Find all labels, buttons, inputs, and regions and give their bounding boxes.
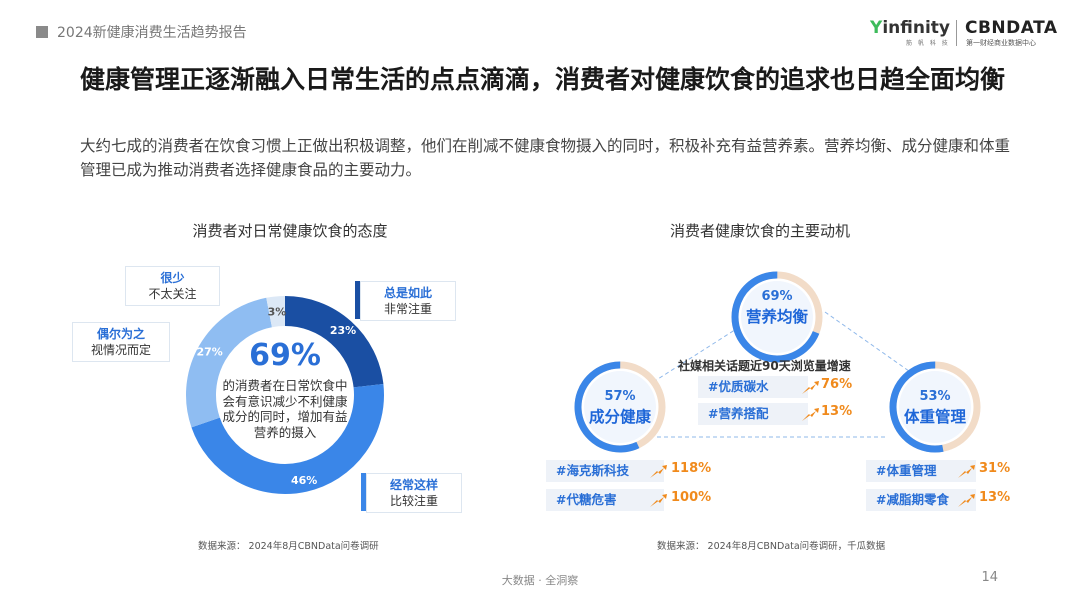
callout-always: 总是如此 非常注重 [360,281,456,321]
topic-tag: #海克斯科技 [546,460,664,482]
callout-title: 总是如此 [383,286,432,300]
motivation-diagram [574,271,981,453]
cbndata-logo-sub: 第一财经商业数据中心 [966,39,1036,47]
infinity-logo-mark: Y [870,18,883,38]
attitude-donut-chart: 23% 46% 27% 3% [186,296,384,494]
callout-desc: 视情况而定 [90,343,151,357]
callout-desc: 不太关注 [148,287,197,301]
report-title: 2024新健康消费生活趋势报告 [57,25,247,41]
infinity-logo-sub: 筋 帆 科 技 [906,40,950,47]
lead-paragraph: 大约七成的消费者在饮食习惯上正做出积极调整，他们在削减不健康食物摄入的同时，积极… [80,137,1011,179]
topic-growth-note: 社媒相关话题近90天浏览量增速 [678,359,851,373]
donut-center-line: 成分的同时，增加有益 [222,409,348,424]
trend-arrow-icon [800,403,820,429]
donut-slice-label: 46% [291,474,317,487]
callout-always-bar [355,281,360,319]
motivation-ring-inner [741,281,813,353]
donut-slice-label: 27% [196,346,222,359]
topic-tag: #代糖危害 [546,489,664,511]
motivation-ring-inner [899,371,971,443]
trend-arrow-icon [648,460,668,486]
cbndata-logo: CBNDATA [965,18,1058,38]
donut-center-line: 会有意识减少不利健康 [222,393,348,409]
page-number: 14 [981,570,998,585]
topic-growth: 13% [821,404,853,419]
trend-arrow-icon [800,376,820,402]
logo-divider [956,20,957,46]
donut-slice [284,296,384,388]
left-data-source: 数据来源： 2024年8月CBNData问卷调研 [198,541,379,552]
trend-arrow-icon [956,460,976,486]
topic-tag: #优质碳水 [698,376,808,398]
motivation-name: 成分健康 [588,408,651,426]
right-data-source: 数据来源： 2024年8月CBNData问卷调研，千瓜数据 [657,541,886,552]
callout-title: 很少 [160,271,185,285]
topic-growth: 118% [671,461,712,476]
motivation-ring-arc [731,271,823,363]
topic-growth: 31% [979,461,1011,476]
topic-growth: 76% [821,377,853,392]
motivation-name: 营养均衡 [745,308,808,326]
topic-growth: 100% [671,490,712,505]
motivation-ring-arc [889,361,981,453]
donut-chart-title: 消费者对日常健康饮食的态度 [192,222,388,240]
callout-often-bar [361,473,366,511]
motivation-pct: 69% [761,289,793,304]
donut-slice [191,384,384,494]
callout-often: 经常这样 比较注重 [366,473,462,513]
donut-center-text: 的消费者在日常饮食中 会有意识减少不利健康 成分的同时，增加有益 营养的摄入 [206,378,364,440]
callout-desc: 非常注重 [383,302,432,316]
motivation-chart-title: 消费者健康饮食的主要动机 [669,222,850,240]
donut-center-line: 营养的摄入 [253,424,317,440]
donut-slice [186,297,273,428]
callout-title: 经常这样 [389,478,438,492]
motivation-ring-inner [584,371,656,443]
trend-arrow-icon [648,489,668,515]
callout-rarely: 很少 不太关注 [125,266,220,306]
topic-growth: 13% [979,490,1011,505]
donut-slice-label: 3% [268,305,287,318]
callout-desc: 比较注重 [389,494,438,508]
donut-slice-label: 23% [330,324,356,337]
infinity-logo: Yinfinity [870,18,950,38]
topic-tag: #减脂期零食 [866,489,976,511]
footer-slogan: 大数据 · 全洞察 [501,574,579,587]
motivation-pct: 53% [919,389,951,404]
callout-sometimes: 偶尔为之 视情况而定 [72,322,170,362]
infinity-logo-text: infinity [882,18,950,38]
topic-tag: #体重管理 [866,460,976,482]
donut-slice [266,296,286,328]
motivation-pct: 57% [604,389,636,404]
trend-arrow-icon [956,489,976,515]
page-headline: 健康管理正逐渐融入日常生活的点点滴滴，消费者对健康饮食的追求也日趋全面均衡 [80,65,1006,94]
callout-title: 偶尔为之 [96,327,145,341]
donut-center-value: 69% [249,338,321,373]
motivation-name: 体重管理 [903,408,966,426]
header-square-icon [36,26,48,38]
topic-tag: #营养搭配 [698,403,808,425]
donut-center-line: 的消费者在日常饮食中 [222,378,348,393]
